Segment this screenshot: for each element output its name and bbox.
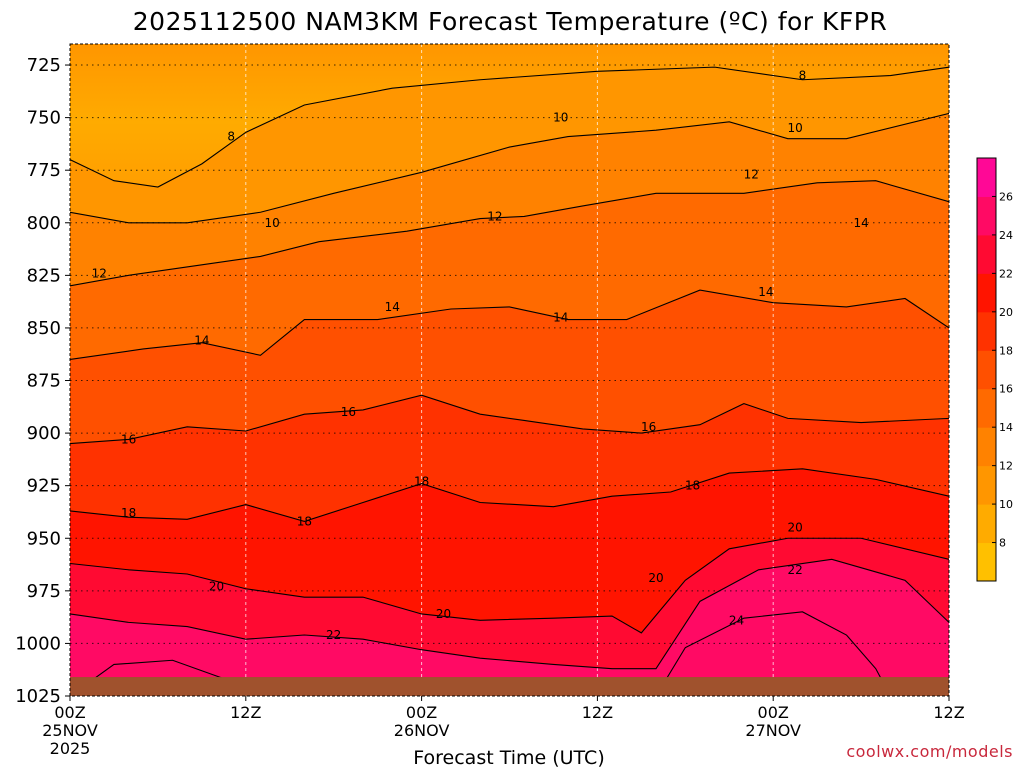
y-tick-label: 1000: [15, 633, 61, 654]
contour-20: [70, 537, 949, 634]
x-tick-label: 12Z: [230, 703, 261, 722]
contour-label: 10: [788, 121, 803, 135]
colorbar-label: 20: [999, 306, 1013, 319]
contour-label: 20: [788, 521, 803, 535]
colorbar-label: 18: [999, 344, 1013, 357]
colorbar: 8 10 12 14 16 18 20 22 24 26: [976, 157, 1013, 582]
y-tick-label: 800: [27, 213, 61, 234]
plot-frame: [69, 43, 950, 697]
colorbar-swatch: [977, 542, 996, 582]
x-tick-label: 00Z: [54, 703, 85, 722]
contour-18: [70, 468, 949, 523]
y-tick-label: 925: [27, 476, 61, 497]
contour-label: 12: [92, 266, 107, 280]
x-tick-label: 12Z: [582, 703, 613, 722]
contour-label: 14: [553, 310, 568, 324]
colorbar-label: 12: [999, 460, 1013, 473]
x-tick-date: 25NOV: [42, 721, 98, 740]
contour-label: 14: [385, 300, 400, 314]
y-axis: 725 750 775 800 825 850 875 900 925 950 975 1000 102…: [15, 55, 70, 707]
contour-label: 20: [648, 571, 663, 585]
contour-label: 18: [414, 474, 429, 488]
y-tick-label: 875: [27, 371, 61, 392]
colorbar-swatch: [977, 273, 996, 313]
contour-label: 20: [436, 607, 451, 621]
contour-label: 18: [685, 479, 700, 493]
colorbar-swatch: [977, 465, 996, 505]
y-tick-label: 750: [27, 108, 61, 129]
y-tick-label: 825: [27, 265, 61, 286]
x-tick-label: 00Z: [406, 703, 437, 722]
contour-label: 20: [209, 580, 224, 594]
colorbar-swatch: [977, 504, 996, 544]
contour-label: 14: [853, 216, 868, 230]
y-tick-label: 775: [27, 160, 61, 181]
colorbar-swatch: [977, 196, 996, 236]
contour-10: [70, 112, 949, 224]
contour-label: 16: [341, 405, 356, 419]
colorbar-label: 22: [999, 267, 1013, 280]
colorbar-swatch: [977, 234, 996, 274]
contour-label: 16: [121, 432, 136, 446]
y-tick-label: 850: [27, 318, 61, 339]
plot-area: 8 8 10 10 10 12 12 12 14 14 14 14 14 16 16 16 18 18 18 18 20…: [70, 44, 949, 696]
contour-label: 14: [194, 334, 209, 348]
x-tick-label: 12Z: [933, 703, 964, 722]
chart-title: 2025112500 NAM3KM Forecast Temperature (…: [133, 7, 887, 36]
contour-label: 22: [788, 563, 803, 577]
colorbar-label: 14: [999, 421, 1013, 434]
contour-24: [655, 611, 891, 696]
colorbar-swatch: [977, 388, 996, 428]
colorbar-label: 8: [999, 537, 1006, 550]
colorbar-frame: [976, 157, 997, 582]
x-tick-label: 00Z: [758, 703, 789, 722]
colorbar-swatch: [977, 158, 996, 197]
colorbar-label: 26: [999, 190, 1013, 203]
contour-label: 10: [553, 111, 568, 125]
contour-label: 16: [641, 420, 656, 434]
colorbar-label: 24: [999, 229, 1013, 242]
contour-label: 8: [227, 130, 235, 144]
contour-label: 12: [487, 209, 502, 223]
contour-label: 24: [729, 613, 744, 627]
contour-22: [70, 558, 949, 670]
x-tick-date: 26NOV: [394, 721, 450, 740]
y-tick-label: 975: [27, 581, 61, 602]
colorbar-label: 16: [999, 383, 1013, 396]
contour-16: [70, 394, 949, 445]
y-tick-label: 1025: [15, 686, 61, 707]
y-tick-label: 900: [27, 423, 61, 444]
colorbar-swatch: [977, 350, 996, 390]
contour-12: [70, 180, 949, 287]
contour-labels: 8 8 10 10 10 12 12 12 14 14 14 14 14 16 16 16 18 18 18 18 20…: [92, 69, 869, 642]
contour-label: 18: [297, 514, 312, 528]
x-tick-year: 2025: [50, 739, 91, 758]
y-tick-label: 950: [27, 528, 61, 549]
contour-8: [70, 66, 949, 188]
contour-label: 22: [326, 628, 341, 642]
ground-terrain: [70, 677, 949, 696]
contour-label: 10: [265, 216, 280, 230]
credit-text: coolwx.com/models: [846, 742, 1013, 761]
contour-label: 12: [744, 167, 759, 181]
x-axis-label: Forecast Time (UTC): [413, 747, 604, 768]
temperature-band: [656, 611, 891, 696]
y-tick-label: 725: [27, 55, 61, 76]
x-tick-date: 27NOV: [745, 721, 801, 740]
contour-label: 14: [758, 285, 773, 299]
contour-label: 8: [799, 69, 807, 83]
colorbar-swatch: [977, 311, 996, 351]
contour-14: [70, 289, 949, 361]
contour-label: 18: [121, 506, 136, 520]
colorbar-label: 10: [999, 498, 1013, 511]
colorbar-swatch: [977, 427, 996, 467]
contour-lines: [70, 66, 949, 696]
